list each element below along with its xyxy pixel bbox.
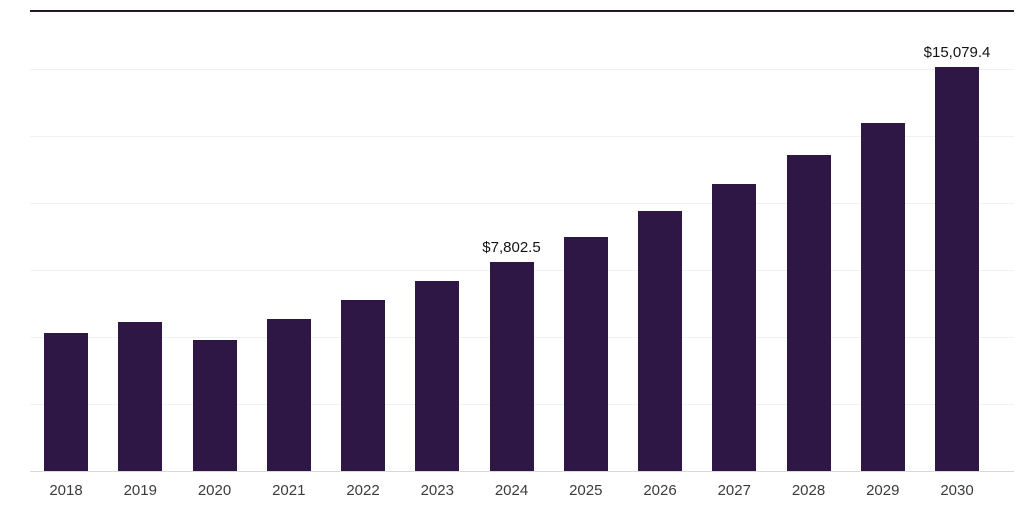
data-label-2024: $7,802.5: [482, 239, 541, 257]
x-axis-label-2019: 2019: [123, 482, 157, 499]
gridline: [30, 69, 1014, 71]
plot-area: $7,802.5 $15,079.4: [30, 10, 1014, 472]
bar-2029[interactable]: [860, 123, 905, 471]
bar-2025[interactable]: [563, 237, 608, 471]
x-axis-label-2028: 2028: [791, 482, 826, 499]
gridline: [30, 203, 1014, 205]
top-rule: [30, 10, 1014, 12]
data-label-2030: $15,079.4: [923, 44, 991, 62]
bar-2018[interactable]: [44, 333, 88, 471]
x-axis-label-2026: 2026: [643, 482, 677, 499]
x-axis-label-2024: 2024: [494, 482, 529, 499]
bar-2026[interactable]: [638, 211, 682, 471]
x-axis-label-2023: 2023: [420, 482, 454, 499]
gridline: [30, 136, 1014, 138]
x-axis-label-2025: 2025: [569, 482, 603, 499]
bar-2024[interactable]: [489, 262, 534, 471]
bar-2027[interactable]: [712, 184, 757, 471]
x-axis-label-2022: 2022: [346, 482, 380, 499]
bar-2022[interactable]: [341, 300, 385, 471]
bar-2028[interactable]: [786, 155, 831, 471]
bar-2019[interactable]: [118, 322, 163, 471]
x-axis-label-2027: 2027: [717, 482, 751, 499]
x-axis-label-2029: 2029: [866, 482, 900, 499]
bar-2021[interactable]: [266, 319, 311, 471]
x-axis-label-2021: 2021: [272, 482, 306, 499]
bar-2030[interactable]: [935, 67, 979, 471]
x-axis-label-2020: 2020: [197, 482, 232, 499]
bar-2020[interactable]: [192, 340, 237, 471]
x-axis-label-2030: 2030: [940, 482, 974, 499]
x-axis-label-2018: 2018: [49, 482, 83, 499]
x-axis-line: [30, 471, 1014, 472]
bar-2023[interactable]: [415, 281, 460, 471]
